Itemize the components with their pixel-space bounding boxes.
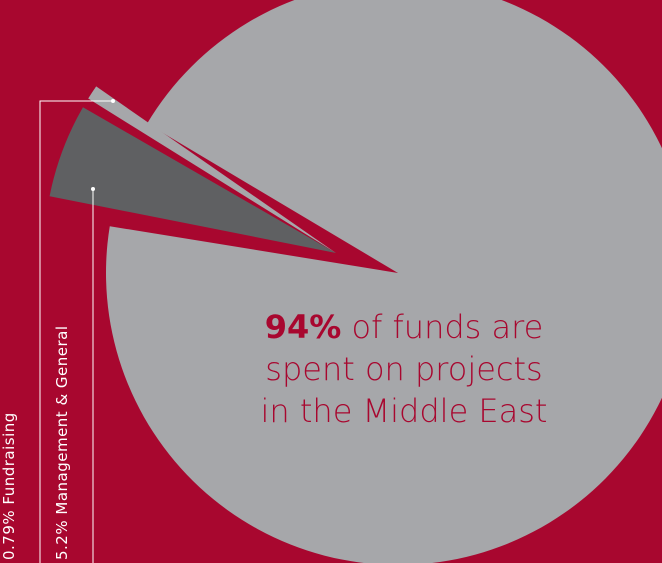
headline-line-3: in the Middle East (260, 392, 548, 430)
pie-slice-projects (106, 0, 662, 563)
headline-line-1: 94% of funds are (208, 306, 600, 348)
headline-text-1: of funds are (351, 308, 544, 346)
headline-percent: 94% (264, 308, 342, 346)
headline-annotation: 94% of funds are spent on projects in th… (208, 306, 600, 432)
label-management: 5.2% Management & General (53, 325, 71, 560)
leader-dot-management (91, 187, 95, 191)
pie-slice-fundraising (88, 86, 336, 253)
headline-line-2: spent on projects (265, 350, 543, 388)
leader-line-fundraising (39, 100, 113, 563)
label-fundraising: 0.79% Fundraising (0, 412, 18, 560)
leader-dot-fundraising (111, 99, 115, 103)
pie-slice-management (49, 107, 336, 254)
